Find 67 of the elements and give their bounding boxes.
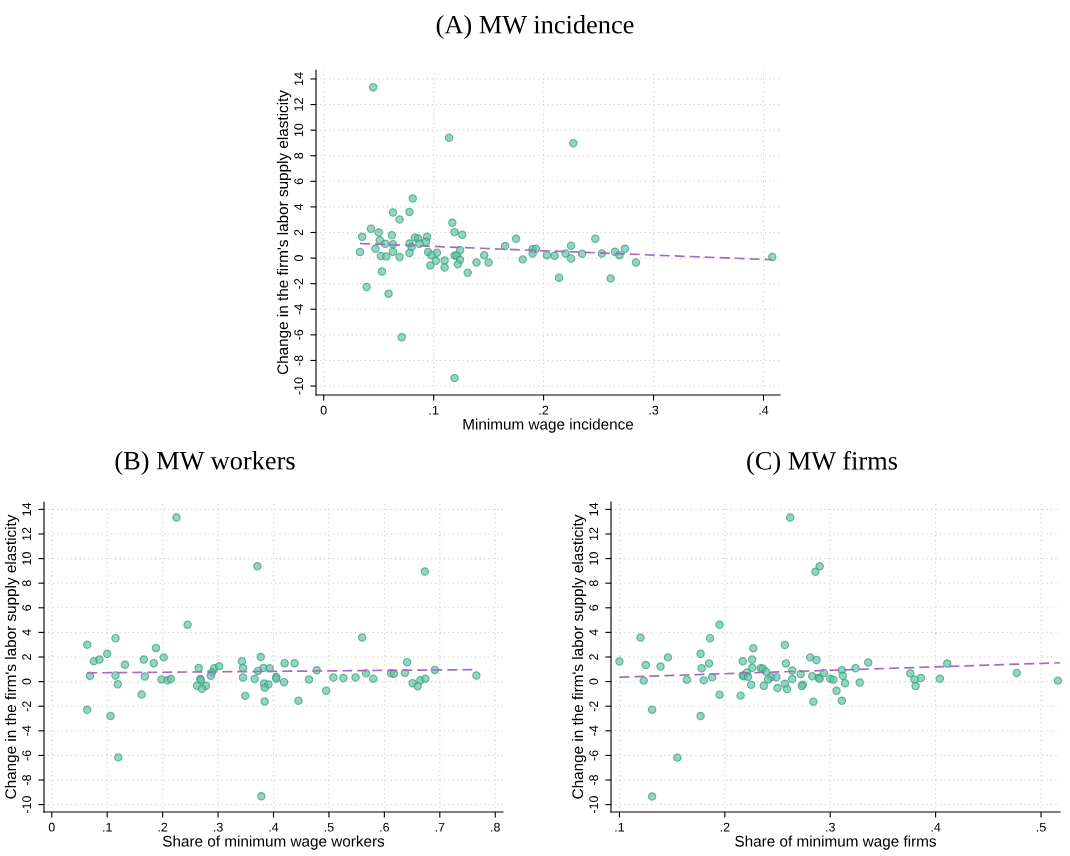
y-tick-label: 10: [294, 123, 304, 137]
y-tick-label: 12: [589, 527, 598, 540]
x-tick-label: .2: [720, 822, 730, 832]
x-tick-label: .3: [826, 822, 835, 832]
y-tick-label: 6: [22, 604, 32, 611]
x-tick-label: .3: [649, 405, 659, 415]
y-tick-label: -8: [294, 355, 304, 366]
chart-title: (C) MW firms: [747, 450, 898, 476]
x-tick-label: .1: [615, 822, 625, 832]
chart-title: (B) MW workers: [115, 451, 295, 475]
y-tick-label: 6: [294, 178, 304, 185]
x-tick-label: .4: [759, 405, 769, 415]
y-tick-label: 6: [589, 604, 599, 611]
y-tick-label: -10: [22, 796, 32, 814]
y-tick-label: -4: [589, 725, 598, 736]
y-tick-label: -6: [589, 750, 599, 761]
y-tick-label: 10: [589, 552, 599, 565]
y-tick-label: -10: [589, 796, 599, 814]
y-tick-label: 2: [589, 654, 598, 660]
y-tick-label: 4: [294, 203, 303, 211]
y-axis-title: Change in the firm's labor supply elasticity: [571, 514, 587, 799]
y-tick-label: 4: [589, 629, 598, 636]
x-tick-label: .1: [429, 405, 439, 415]
y-tick-label: 10: [22, 552, 32, 565]
x-tick-label: .7: [435, 822, 445, 832]
chart-title: (A) MW incidence: [436, 15, 634, 39]
y-tick-label: 8: [22, 580, 32, 587]
y-tick-label: 8: [294, 152, 304, 159]
y-tick-label: 14: [589, 502, 598, 516]
y-tick-label: -8: [589, 775, 599, 786]
y-tick-label: 12: [294, 98, 303, 111]
y-tick-label: 8: [589, 580, 599, 587]
y-axis-title: Change in the firm's labor supply elasticity: [4, 514, 20, 799]
x-tick-label: .3: [213, 822, 223, 832]
x-tick-label: .4: [931, 822, 941, 832]
x-axis-title: Share of minimum wage workers: [162, 835, 385, 850]
x-tick-label: .5: [324, 822, 334, 832]
y-tick-label: 0: [294, 255, 304, 262]
y-tick-label: -2: [294, 278, 303, 289]
y-tick-label: -10: [294, 377, 304, 395]
x-tick-label: .2: [158, 822, 168, 832]
y-tick-label: 14: [22, 502, 31, 516]
x-tick-label: .8: [491, 822, 500, 832]
x-tick-label: .1: [103, 822, 112, 832]
y-axis-title: Change in the firm's labor supply elasticity: [276, 90, 292, 375]
x-tick-label: .2: [539, 405, 549, 415]
y-tick-label: -6: [22, 750, 32, 761]
y-tick-label: -4: [22, 725, 31, 736]
x-tick-label: .6: [380, 822, 390, 832]
x-tick-label: 0: [320, 405, 327, 415]
y-tick-label: -2: [589, 701, 598, 712]
y-tick-label: 2: [294, 229, 303, 236]
x-axis-title: Minimum wage incidence: [463, 418, 634, 433]
y-tick-label: -2: [22, 701, 31, 712]
y-tick-label: -8: [22, 775, 32, 786]
x-axis-title: Share of minimum wage firms: [735, 835, 936, 850]
x-tick-label: 0: [48, 822, 55, 832]
y-tick-label: 4: [22, 629, 31, 636]
y-tick-label: 2: [22, 654, 31, 660]
y-tick-label: 0: [22, 678, 32, 685]
y-tick-label: -6: [294, 329, 304, 340]
x-tick-label: .4: [269, 822, 279, 832]
x-tick-label: .5: [1036, 822, 1046, 832]
y-tick-label: 0: [589, 678, 599, 685]
y-tick-label: -4: [294, 304, 303, 315]
y-tick-label: 14: [294, 72, 303, 85]
y-tick-label: 12: [22, 527, 31, 540]
